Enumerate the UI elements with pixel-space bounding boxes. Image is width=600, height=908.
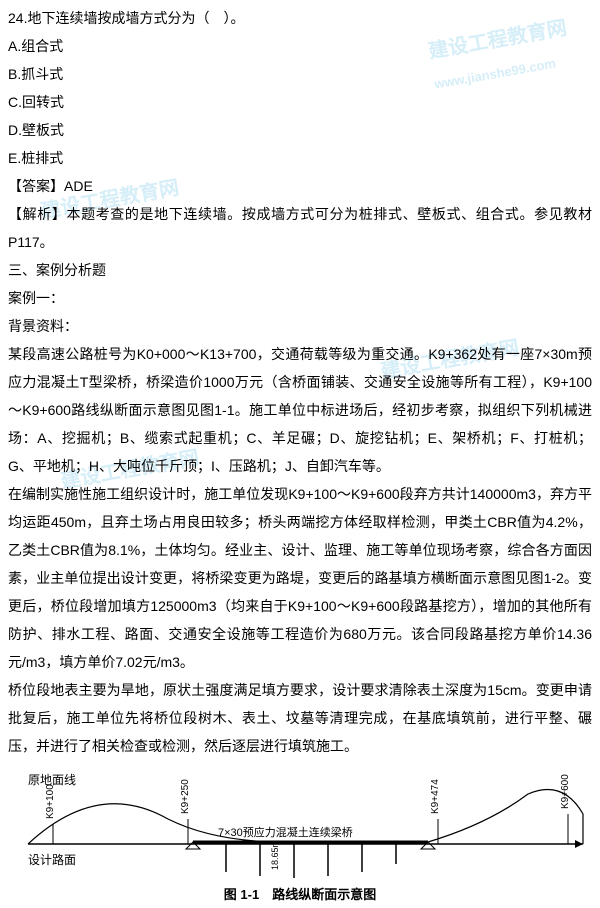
option-e: E.桩排式 [8,144,592,172]
option-a: A.组合式 [8,32,592,60]
answer-label: 【答案】ADE [8,172,592,200]
station-k1: K9+100 [45,784,56,819]
paragraph-3: 桥位段地表主要为旱地，原状土强度满足填方要求，设计要求清除表土深度为15cm。变… [8,676,592,760]
option-b: B.抓斗式 [8,60,592,88]
paragraph-1: 某段高速公路桩号为K0+000～K13+700，交通荷载等级为重交通。K9+36… [8,340,592,480]
bridge-label: 7×30预应力混凝土连续梁桥 [218,825,353,839]
paragraph-2: 在编制实施性施工组织设计时，施工单位发现K9+100～K9+600段弃方共计14… [8,480,592,676]
case-label: 案例一： [8,284,592,312]
question-stem: 24.地下连续墙按成墙方式分为（ ）。 [8,4,592,32]
section-title: 三、案例分析题 [8,256,592,284]
option-d: D.壁板式 [8,116,592,144]
answer-analysis: 【解析】本题考查的是地下连续墙。按成墙方式可分为桩排式、壁板式、组合式。参见教材… [8,200,592,256]
background-label: 背景资料： [8,312,592,340]
station-k2: K9+250 [180,779,191,814]
station-k3: K9+474 [430,779,441,814]
option-c: C.回转式 [8,88,592,116]
depth-label: 18.65m [270,840,280,870]
station-k4: K9+600 [560,774,571,809]
design-line-label: 设计路面 [28,852,76,867]
diagram-caption: 图 1-1 路线纵断面示意图 [8,882,592,908]
profile-diagram: 原地面线 设计路面 7×30预应力混凝土连续梁桥 K9+100 K9+250 K… [8,764,592,880]
